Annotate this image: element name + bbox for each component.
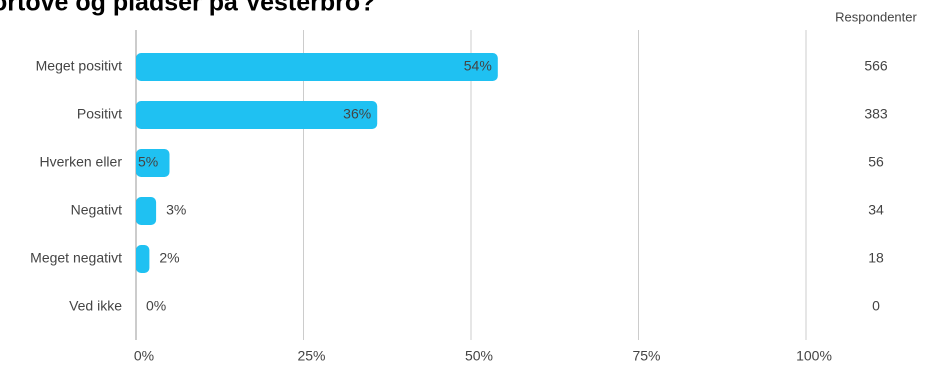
- y-tick-label: Ved ikke: [69, 298, 122, 314]
- value-label: 5%: [138, 154, 158, 170]
- x-tick-label: 0%: [134, 348, 154, 364]
- y-tick-label: Negativt: [71, 202, 122, 218]
- bar: [136, 101, 378, 129]
- respondent-count: 566: [864, 58, 888, 74]
- x-tick-label: 75%: [632, 348, 660, 364]
- value-label: 54%: [464, 58, 492, 74]
- bar: [136, 197, 157, 225]
- respondent-count: 383: [864, 106, 888, 122]
- x-tick-label: 25%: [297, 348, 325, 364]
- respondent-count: 34: [868, 202, 884, 218]
- respondent-count: 18: [868, 250, 884, 266]
- respondent-count: 56: [868, 154, 884, 170]
- bar: [136, 53, 498, 81]
- chart-title: ortove og pladser på Vesterbro?: [0, 0, 375, 17]
- y-tick-label: Meget negativt: [30, 250, 122, 266]
- bar: [136, 245, 150, 273]
- bar: [136, 149, 170, 177]
- value-label: 2%: [159, 250, 179, 266]
- x-tick-label: 50%: [465, 348, 493, 364]
- value-label: 36%: [343, 106, 371, 122]
- y-tick-label: Positivt: [77, 106, 122, 122]
- respondent-count: 0: [872, 298, 880, 314]
- y-tick-label: Meget positivt: [36, 58, 122, 74]
- x-tick-label: 100%: [796, 348, 832, 364]
- value-label: 0%: [146, 298, 166, 314]
- respondents-header: Respondenter: [835, 9, 917, 24]
- value-label: 3%: [166, 202, 186, 218]
- y-tick-label: Hverken eller: [40, 154, 123, 170]
